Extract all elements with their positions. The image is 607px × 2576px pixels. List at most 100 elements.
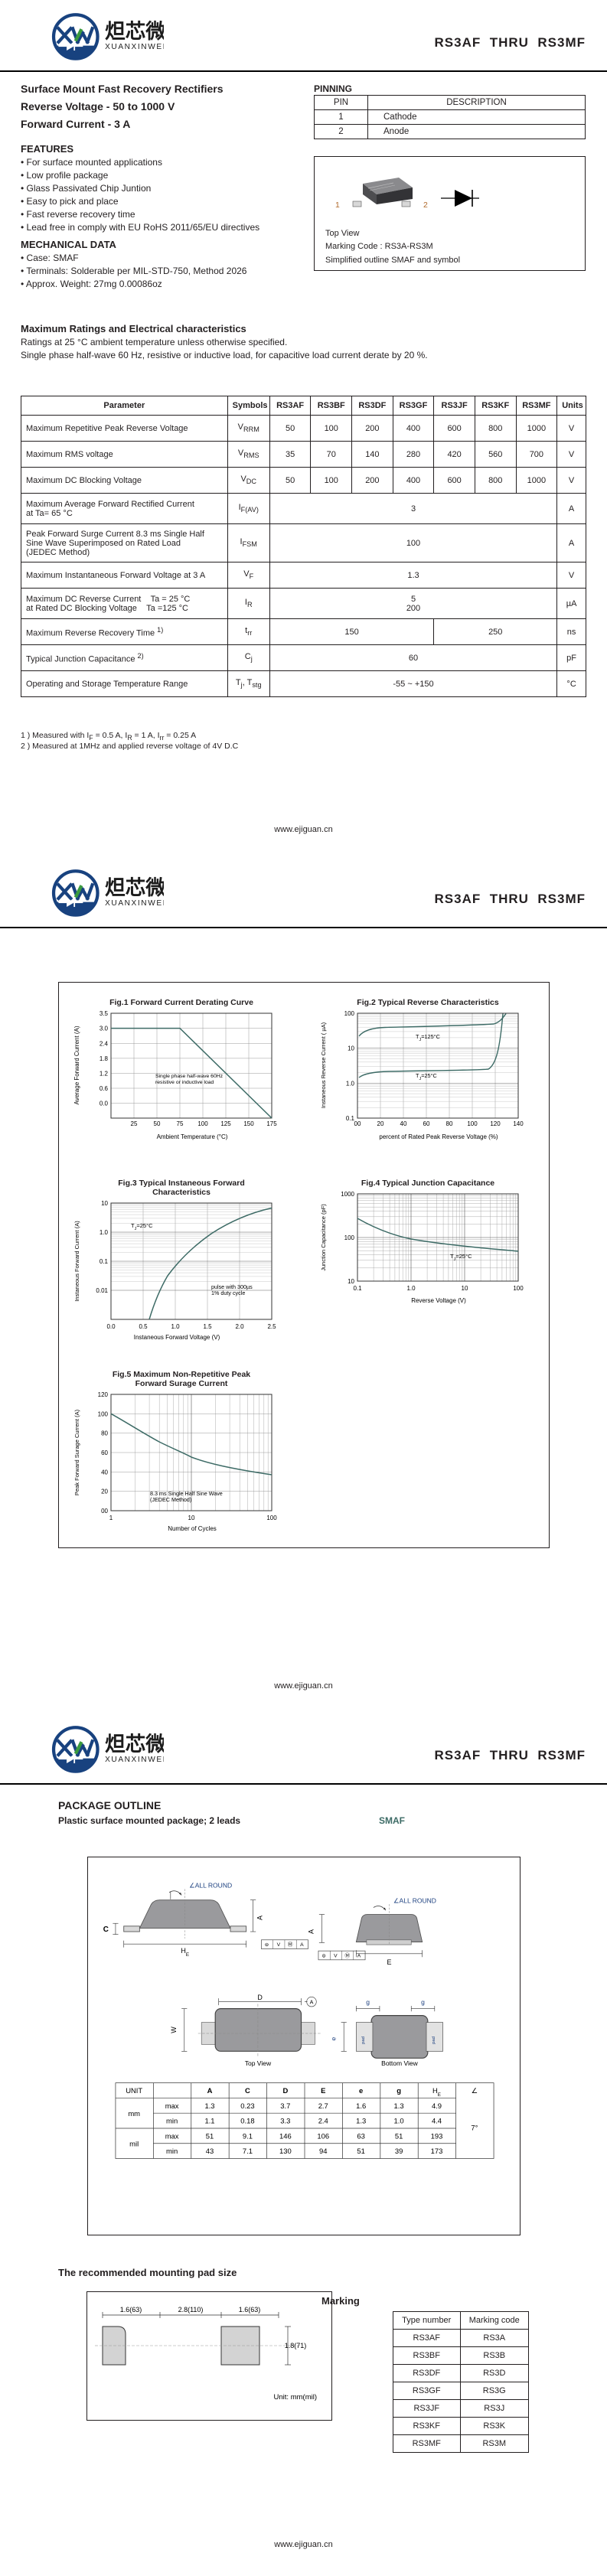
svg-text:0.1: 0.1 (353, 1285, 362, 1292)
svg-text:100: 100 (344, 1010, 355, 1017)
svg-text:0.5: 0.5 (139, 1323, 148, 1330)
svg-text:146: 146 (279, 2131, 292, 2140)
svg-text:10: 10 (101, 1200, 108, 1207)
svg-text:pad: pad (361, 2036, 366, 2044)
svg-text:A: A (310, 1999, 314, 2005)
svg-text:min: min (166, 2147, 178, 2155)
svg-text:Peak Forward Surage Current (A: Peak Forward Surage Current (A) (73, 1409, 80, 1495)
svg-text:0.1: 0.1 (100, 1258, 109, 1265)
svg-text:TJ=25°C: TJ=25°C (131, 1222, 153, 1231)
svg-text:100: 100 (266, 1515, 277, 1521)
svg-text:Ambient Temperature (°C): Ambient Temperature (°C) (157, 1133, 228, 1140)
svg-text:1.6: 1.6 (356, 2102, 366, 2110)
svg-text:3.0: 3.0 (100, 1026, 109, 1032)
svg-text:Instaneous Forward Voltage (V): Instaneous Forward Voltage (V) (134, 1334, 220, 1341)
svg-text:1.6(63): 1.6(63) (120, 2306, 142, 2314)
svg-text:V: V (334, 1953, 338, 1958)
svg-text:Instaneous Reverse Current ( µ: Instaneous Reverse Current ( µA) (320, 1022, 327, 1108)
svg-text:140: 140 (513, 1120, 524, 1127)
svg-text:Single phase half-wave 60Hz: Single phase half-wave 60Hz (155, 1074, 224, 1079)
svg-text:25: 25 (131, 1120, 138, 1127)
svg-text:1.8(71): 1.8(71) (285, 2342, 307, 2349)
svg-text:4.9: 4.9 (432, 2102, 442, 2110)
svg-text:80: 80 (101, 1430, 108, 1437)
svg-text:1% duty cycle: 1% duty cycle (211, 1290, 245, 1296)
svg-text:D: D (257, 1994, 263, 2001)
svg-text:1.1: 1.1 (204, 2117, 214, 2125)
svg-text:Ⓜ: Ⓜ (288, 1942, 293, 1948)
svg-text:10: 10 (188, 1515, 195, 1521)
svg-text:4.4: 4.4 (432, 2117, 442, 2125)
svg-text:pad: pad (432, 2036, 436, 2044)
svg-text:106: 106 (317, 2131, 329, 2140)
svg-text:51: 51 (395, 2131, 403, 2140)
svg-text:43: 43 (206, 2147, 214, 2155)
svg-text:51: 51 (206, 2131, 214, 2140)
svg-text:2.0: 2.0 (235, 1323, 244, 1330)
svg-text:1.0: 1.0 (406, 1285, 416, 1292)
svg-text:⊜: ⊜ (321, 1953, 326, 1958)
svg-text:mm: mm (128, 2109, 140, 2118)
svg-text:D: D (282, 2086, 288, 2095)
svg-text:(JEDEC Method): (JEDEC Method) (150, 1496, 191, 1503)
svg-text:00: 00 (354, 1120, 361, 1127)
svg-text:mil: mil (129, 2139, 139, 2147)
svg-text:max: max (165, 2131, 179, 2140)
svg-text:00: 00 (101, 1508, 108, 1515)
svg-text:2.8(110): 2.8(110) (178, 2306, 204, 2314)
svg-text:50: 50 (154, 1120, 161, 1127)
svg-text:Top View: Top View (245, 2059, 272, 2067)
svg-text:1.0: 1.0 (346, 1080, 355, 1087)
svg-text:130: 130 (279, 2147, 292, 2155)
svg-text:C: C (245, 2086, 250, 2095)
svg-text:80: 80 (446, 1120, 453, 1127)
svg-text:7.1: 7.1 (243, 2147, 253, 2155)
svg-text:3.5: 3.5 (100, 1010, 109, 1017)
svg-text:g: g (366, 1998, 370, 2006)
svg-text:⊜: ⊜ (265, 1942, 269, 1948)
svg-text:V: V (277, 1942, 281, 1948)
svg-text:1000: 1000 (341, 1191, 354, 1198)
svg-text:HE: HE (181, 1947, 189, 1958)
svg-text:∠ALL ROUND: ∠ALL ROUND (189, 1882, 232, 1890)
svg-text:A: A (256, 1916, 263, 1920)
svg-text:1.3: 1.3 (356, 2117, 366, 2125)
svg-text:e: e (359, 2086, 363, 2095)
svg-text:10: 10 (462, 1285, 468, 1292)
svg-text:∠: ∠ (472, 2086, 478, 2095)
svg-text:Reverse Voltage (V): Reverse Voltage (V) (411, 1297, 466, 1304)
svg-text:e: e (329, 2037, 337, 2041)
svg-text:100: 100 (513, 1285, 524, 1292)
svg-text:0.23: 0.23 (240, 2102, 254, 2110)
svg-text:2.5: 2.5 (267, 1323, 276, 1330)
svg-text:resistive or inductive load: resistive or inductive load (155, 1080, 214, 1085)
svg-text:0.01: 0.01 (96, 1287, 108, 1294)
svg-text:1.6(63): 1.6(63) (239, 2306, 261, 2314)
svg-text:A: A (308, 1929, 315, 1934)
svg-text:min: min (166, 2117, 178, 2125)
svg-text:1.3: 1.3 (394, 2102, 404, 2110)
svg-text:2: 2 (423, 201, 428, 210)
svg-text:Average Forward Current (A): Average Forward Current (A) (73, 1026, 80, 1104)
svg-text:0.0: 0.0 (106, 1323, 116, 1330)
svg-text:XUANXINWEI: XUANXINWEI (105, 899, 164, 908)
svg-text:1.0: 1.0 (394, 2117, 404, 2125)
svg-text:51: 51 (357, 2147, 364, 2155)
svg-text:g: g (421, 1998, 425, 2006)
svg-text:1: 1 (335, 201, 340, 210)
svg-text:炟芯微: 炟芯微 (105, 876, 164, 899)
svg-text:175: 175 (266, 1120, 277, 1127)
svg-text:∠ALL ROUND: ∠ALL ROUND (393, 1896, 436, 1904)
svg-text:60: 60 (101, 1449, 108, 1456)
svg-text:A: A (207, 2086, 213, 2095)
svg-text:1: 1 (109, 1515, 113, 1521)
svg-text:60: 60 (423, 1120, 430, 1127)
svg-text:0.0: 0.0 (100, 1101, 109, 1107)
svg-text:7°: 7° (471, 2124, 478, 2132)
svg-text:0.18: 0.18 (240, 2117, 254, 2125)
svg-text:TJ=125°C: TJ=125°C (416, 1033, 440, 1042)
svg-text:10: 10 (348, 1278, 354, 1285)
svg-text:HE: HE (432, 2086, 441, 2098)
svg-text:炟芯微: 炟芯微 (105, 20, 164, 43)
svg-text:100: 100 (98, 1410, 109, 1417)
